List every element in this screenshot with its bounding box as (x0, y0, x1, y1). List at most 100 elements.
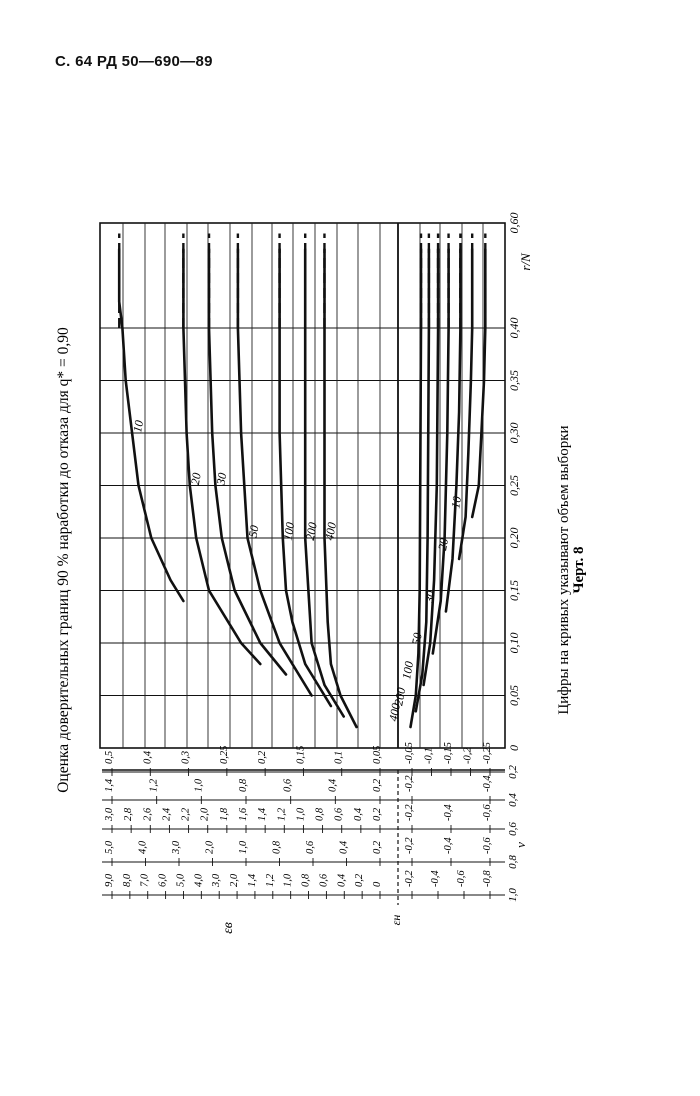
upper-curve-200 (303, 248, 345, 718)
nomogram-upper-label: 1,0 (283, 873, 294, 887)
upper-curve-label-200: 200 (303, 521, 320, 541)
nomogram-upper-label: 4,0 (138, 840, 149, 854)
nomogram-upper-label: 3,0 (211, 873, 222, 888)
nomogram-upper-label: 0,3 (181, 751, 192, 764)
upper-curve-20 (182, 248, 262, 666)
upper-curve-label-400: 400 (322, 521, 339, 541)
nomogram-upper-label: 0,2 (354, 873, 365, 887)
chart-title-group: Оценка доверительных границ 90 % наработ… (55, 327, 72, 793)
nomogram-lower-label: -0,2 (404, 870, 415, 887)
nomogram-upper-label: 0,8 (301, 873, 312, 887)
x-tick-label: 0,10 (507, 633, 521, 654)
figure-label: Черт. 8 (571, 546, 587, 593)
nomogram-upper-label: 1,4 (104, 778, 115, 792)
nomogram-upper-label: 0,2 (372, 778, 383, 792)
nomogram-lower-label: -0,2 (404, 775, 415, 792)
nomogram-upper-label: 0,15 (295, 746, 306, 764)
nomogram-lower-label: -0,4 (443, 837, 454, 854)
nomogram-lower-label: -0,4 (482, 775, 493, 792)
nomogram-upper-label: 6,0 (158, 873, 169, 887)
nomogram-lower-label: -0,2 (404, 837, 415, 854)
nomogram-upper-label: 1,0 (238, 840, 249, 854)
x-tick-label: 0,20 (507, 528, 521, 549)
nomogram-lower-label: -0,4 (430, 870, 441, 887)
x-tick-label: 0,30 (507, 423, 521, 444)
nomogram-upper-label: 1,2 (276, 807, 287, 821)
nomogram-lower-label: -0,8 (482, 870, 493, 887)
nomogram-upper-label: 1,4 (247, 873, 258, 887)
lower-curve-label-200: 200 (391, 686, 408, 706)
caption-group: Цифры на кривых указывают объем выборки Ч… (556, 425, 587, 714)
upper-curve-400 (323, 248, 358, 729)
lower-curve-400 (409, 248, 423, 729)
x-axis-ticks: 0 0,05 0,10 0,15 0,20 0,25 0,30 0,35 0,40 0,60 r/N (507, 213, 533, 752)
nomogram-upper-label: 0,6 (334, 807, 345, 821)
lower-curve-label-50: 50 (409, 632, 425, 646)
upper-curves: 10 20 30 50 100 200 400 (117, 233, 358, 729)
nomogram-lower-label: -0,2 (463, 747, 474, 764)
document-code: РД 50—690—89 (96, 53, 213, 70)
eps-b-label: εв (221, 922, 236, 934)
nomogram-upper-label: 1,2 (265, 873, 276, 887)
nomogram-upper-label: 7,0 (140, 873, 151, 887)
nomogram-upper-label: 2,0 (205, 840, 216, 854)
nomogram-upper-label: 0,8 (272, 840, 283, 854)
nomogram-upper-label: 2,6 (142, 807, 153, 821)
nomogram-upper-label: 5,0 (175, 873, 186, 887)
lower-curve-50 (431, 248, 450, 655)
nomogram-upper-label: 0,4 (353, 807, 364, 821)
nomogram-upper-label: 0,2 (372, 807, 383, 821)
nomogram-upper-label: 0,4 (327, 778, 338, 792)
nomogram-upper-label: 0,1 (334, 751, 345, 764)
x-tick-label: 0 (507, 745, 521, 751)
nomogram-upper-label: 0,8 (238, 778, 249, 792)
x-tick-label: 0,05 (507, 685, 521, 706)
upper-curve-label-30: 30 (213, 472, 229, 487)
nomogram-lower-label: -0,4 (443, 804, 454, 821)
upper-curve-10 (117, 248, 185, 603)
page-number: С. 64 (55, 53, 93, 70)
nu-tick-label: 1,0 (507, 888, 519, 902)
nomogram-upper-label: 0,05 (372, 746, 383, 764)
lower-curve-20 (457, 248, 474, 561)
nomogram-upper-label: 0 (372, 881, 383, 887)
x-tick-label: 0,35 (507, 370, 521, 391)
lower-curve-100 (422, 248, 440, 687)
nomogram-lower-label: -0,15 (443, 742, 454, 764)
lower-curve-label-400: 400 (386, 702, 403, 722)
eps-h-label: εн (389, 915, 403, 926)
x-tick-label: 0,25 (507, 475, 521, 496)
nu-tick-label: 0,2 (507, 765, 519, 779)
x-tick-label: 0,40 (507, 318, 521, 339)
lower-curve-30 (444, 248, 462, 613)
nomogram-upper-label: 0,2 (372, 840, 383, 854)
nomogram-upper-label: 1,0 (295, 807, 306, 821)
nomogram-upper-label: 1,0 (193, 778, 204, 792)
nomogram-lower-label: -0,6 (456, 870, 467, 887)
nomogram-upper-label: 0,4 (339, 840, 350, 854)
upper-curve-50 (236, 248, 313, 697)
nu-tick-label: 0,4 (507, 793, 519, 807)
page-header: С. 64 РД 50—690—89 (55, 53, 213, 70)
nomogram-upper-label: 8,0 (122, 873, 133, 887)
nomogram-upper-label: 4,0 (193, 873, 204, 887)
lower-curve-200 (414, 248, 431, 713)
nomogram-upper-label: 3,0 (171, 840, 182, 855)
chart-grid (99, 222, 506, 749)
nomogram-upper-label: 2,2 (181, 807, 192, 821)
chart-caption: Цифры на кривых указывают объем выборки (556, 425, 572, 714)
nu-tick-label: 0,8 (507, 855, 519, 869)
x-tick-label: 0,60 (507, 213, 521, 234)
chart-title: Оценка доверительных границ 90 % наработ… (55, 327, 72, 793)
nomogram-lower-label: -0,1 (424, 747, 435, 764)
upper-curve-30 (207, 248, 288, 676)
nu-tick-label: 0,6 (507, 822, 519, 836)
upper-curve-label-50: 50 (246, 524, 262, 538)
nu-axis-label: ν (513, 842, 528, 848)
lower-curve-label-100: 100 (399, 660, 416, 680)
nomogram-lower-label: -0,25 (482, 742, 493, 764)
nomogram-lower-label: -0,6 (482, 837, 493, 854)
nomogram-upper-label: 9,0 (104, 873, 115, 887)
nomogram-upper-label: 0,6 (305, 840, 316, 854)
nomogram-upper-label: 2,8 (123, 807, 134, 821)
